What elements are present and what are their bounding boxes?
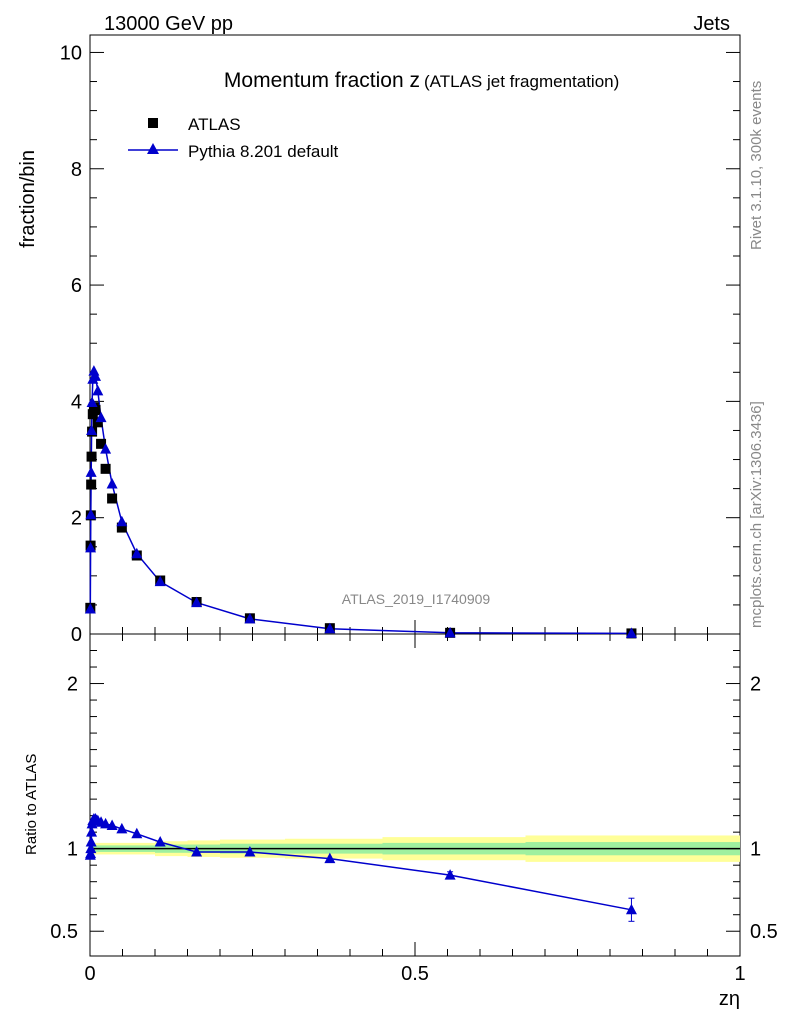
ratio-point bbox=[86, 826, 98, 837]
main-ytick-label: 2 bbox=[71, 508, 82, 530]
pythia-point bbox=[86, 396, 98, 408]
legend: ATLAS Pythia 8.201 default bbox=[128, 115, 339, 161]
ratio-point bbox=[154, 836, 166, 847]
pythia-point bbox=[100, 443, 112, 454]
pythia-point bbox=[95, 411, 107, 423]
ratio-point bbox=[131, 827, 143, 839]
legend-marker-pythia bbox=[147, 143, 159, 154]
ratio-ytick-label-right: 1 bbox=[750, 839, 761, 861]
atlas-point bbox=[107, 493, 118, 504]
ratio-point bbox=[625, 903, 637, 915]
pythia-point bbox=[131, 547, 143, 559]
ratio-ytick-label-right: 0.5 bbox=[750, 921, 778, 943]
ratio-point bbox=[244, 845, 256, 857]
pythia-point bbox=[85, 541, 97, 553]
atlas-point bbox=[96, 438, 107, 449]
atlas-point bbox=[90, 405, 101, 416]
ratio-point bbox=[116, 822, 128, 834]
ratio-point bbox=[444, 869, 456, 880]
ratio-point bbox=[85, 836, 97, 847]
atlas-point bbox=[86, 479, 97, 490]
ratio-point bbox=[106, 819, 118, 831]
header-right: Jets bbox=[693, 13, 730, 35]
ratio-point bbox=[85, 842, 97, 854]
main-ylabel: fraction/bin bbox=[17, 150, 39, 248]
pythia-point bbox=[625, 627, 637, 638]
pythia-point bbox=[324, 622, 336, 634]
chart-subtitle: (ATLAS jet fragmentation) bbox=[424, 72, 619, 91]
main-ytick-label: 4 bbox=[71, 391, 82, 413]
chart-title: Momentum fraction z bbox=[224, 69, 420, 92]
ratio-point bbox=[100, 817, 112, 829]
ratio-line bbox=[89, 818, 632, 911]
header-left: 13000 GeV pp bbox=[104, 13, 233, 35]
main-ytick-label: 6 bbox=[71, 275, 82, 297]
legend-label-pythia: Pythia 8.201 default bbox=[188, 142, 339, 161]
pythia-point bbox=[244, 612, 256, 624]
atlas-point bbox=[86, 451, 97, 462]
pythia-point bbox=[116, 515, 128, 527]
legend-marker-atlas bbox=[148, 118, 158, 128]
pythia-point bbox=[85, 466, 97, 477]
mcplots-label: mcplots.cern.ch [arXiv:1306.3436] bbox=[748, 401, 765, 628]
xtick-label: 0 bbox=[84, 963, 95, 985]
main-ytick-label: 8 bbox=[71, 159, 82, 181]
main-ytick-label: 10 bbox=[60, 42, 82, 64]
pythia-point bbox=[154, 575, 166, 587]
analysis-watermark: ATLAS_2019_I1740909 bbox=[342, 591, 491, 607]
pythia-point bbox=[85, 508, 97, 520]
pythia-point bbox=[90, 370, 102, 381]
xtick-label: 0.5 bbox=[401, 963, 429, 985]
xlabel: zη bbox=[719, 988, 740, 1010]
rivet-label: Rivet 3.1.10, 300k events bbox=[748, 81, 765, 250]
pythia-point bbox=[86, 424, 98, 435]
ratio-ytick-label: 2 bbox=[67, 674, 78, 696]
pythia-point bbox=[92, 384, 104, 396]
main-ytick-label: 0 bbox=[71, 624, 82, 646]
atlas-point bbox=[100, 463, 111, 474]
pythia-point bbox=[106, 477, 118, 489]
ratio-panel-frame bbox=[89, 633, 741, 957]
atlas-point bbox=[116, 522, 127, 533]
xtick-label: 1 bbox=[734, 963, 745, 985]
ratio-ytick-label: 0.5 bbox=[50, 921, 78, 943]
ratio-point bbox=[191, 845, 203, 857]
ratio-ytick-label: 1 bbox=[67, 839, 78, 861]
ratio-ylabel: Ratio to ATLAS bbox=[23, 754, 40, 855]
pythia-point bbox=[444, 626, 456, 638]
ratio-point bbox=[324, 852, 336, 864]
data-series bbox=[84, 365, 637, 922]
pythia-point bbox=[191, 596, 203, 608]
ratio-ytick-label-right: 2 bbox=[750, 674, 761, 696]
legend-label-atlas: ATLAS bbox=[188, 115, 241, 134]
atlas-point bbox=[92, 417, 103, 428]
pythia-point bbox=[84, 602, 96, 614]
